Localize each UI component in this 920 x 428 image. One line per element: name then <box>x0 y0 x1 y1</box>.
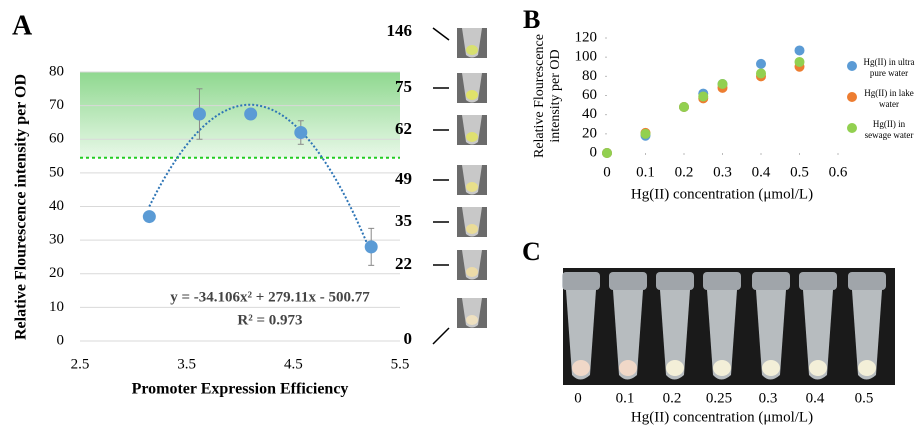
panel-label: C <box>522 237 541 266</box>
trend-r2: R² = 0.973 <box>237 312 302 328</box>
tube-label: 0.25 <box>706 390 732 406</box>
x-tick-label: 3.5 <box>177 356 196 372</box>
tube-pellet <box>858 360 876 376</box>
y-tick-label: 60 <box>582 87 597 103</box>
legend-marker <box>847 123 857 133</box>
legend-label: Hg(II) in ultra pure water <box>860 57 918 79</box>
connector <box>433 328 449 344</box>
connector <box>433 28 449 40</box>
tube-pellet <box>466 90 478 100</box>
tube-pellet <box>466 224 478 234</box>
side-label: 146 <box>387 21 413 40</box>
tube-cap <box>799 272 837 290</box>
y-tick-label: 40 <box>49 198 64 214</box>
y-tick-label: 120 <box>575 29 598 45</box>
y-tick-label: 20 <box>582 125 597 141</box>
point <box>679 102 689 112</box>
y-tick-label: 30 <box>49 232 64 248</box>
point <box>143 210 156 223</box>
tube-pellet <box>466 182 478 192</box>
tube-pellet <box>666 360 684 376</box>
side-label: 75 <box>395 77 412 96</box>
tube-label: 0.5 <box>855 390 874 406</box>
tube-cap <box>609 272 647 290</box>
point <box>641 129 651 139</box>
x-axis-label: Hg(II) concentration (μmol/L) <box>631 409 813 425</box>
trend-equation: y = -34.106x² + 279.11x - 500.77 <box>170 289 370 305</box>
y-tick-label: 80 <box>49 63 64 79</box>
tube-pellet <box>466 45 478 55</box>
point <box>602 148 612 158</box>
x-tick-label: 5.5 <box>391 356 410 372</box>
y-tick-label: 0 <box>57 332 65 348</box>
tube-cap <box>848 272 886 290</box>
x-tick-label: 0.2 <box>675 164 694 180</box>
x-tick-label: 2.5 <box>71 356 90 372</box>
tube-label: 0 <box>574 390 582 406</box>
legend-label: Hg(II) in lake water <box>860 88 918 110</box>
y-tick-label: 100 <box>575 49 598 65</box>
tube-cap <box>752 272 790 290</box>
x-tick-label: 4.5 <box>284 356 303 372</box>
point <box>756 59 766 69</box>
tube-pellet <box>762 360 780 376</box>
y-tick-label: 60 <box>49 131 64 147</box>
tube-label: 0.1 <box>616 390 635 406</box>
y-tick-label: 0 <box>590 144 598 160</box>
figure: A 0 10 20 30 40 50 60 70 80 2.5 3.5 4.5 5.5 y = -34.10… <box>0 0 920 428</box>
point <box>795 45 805 55</box>
legend-marker <box>847 61 857 71</box>
side-label: 49 <box>395 169 412 188</box>
tube-cap <box>562 272 600 290</box>
tube-label: 0.3 <box>759 390 778 406</box>
panel-label: A <box>12 10 33 41</box>
tube-pellet <box>619 360 637 376</box>
tube-cap <box>703 272 741 290</box>
y-axis-label: Relative Flourescence intensity per OD <box>532 16 564 176</box>
y-tick-label: 10 <box>49 299 64 315</box>
tube-pellet <box>466 267 478 277</box>
tube-pellet <box>713 360 731 376</box>
x-axis-label: Hg(II) concentration (μmol/L) <box>631 186 813 202</box>
point <box>718 79 728 89</box>
point <box>193 108 206 121</box>
point <box>795 57 805 67</box>
x-tick-label: 0.1 <box>636 164 655 180</box>
tube-label: 0.4 <box>806 390 825 406</box>
y-tick-label: 70 <box>49 97 64 113</box>
x-tick-label: 0.6 <box>829 164 848 180</box>
y-axis-label: Relative Flourescence intensity per OD <box>13 74 30 340</box>
x-tick-label: 0.5 <box>790 164 809 180</box>
tube-pellet <box>809 360 827 376</box>
tube-pellet <box>572 360 590 376</box>
side-label: 62 <box>395 119 412 138</box>
point <box>294 126 307 139</box>
x-tick-label: 0 <box>603 164 611 180</box>
y-tick-label: 40 <box>582 106 597 122</box>
tube-cap <box>656 272 694 290</box>
legend-marker <box>847 92 857 102</box>
point <box>244 108 257 121</box>
x-axis-label: Promoter Expression Efficiency <box>132 381 349 398</box>
side-label: 0 <box>404 329 413 348</box>
y-tick-label: 20 <box>49 265 64 281</box>
point <box>365 240 378 253</box>
tube-label: 0.2 <box>663 390 682 406</box>
x-tick-label: 0.4 <box>752 164 771 180</box>
x-tick-label: 0.3 <box>713 164 732 180</box>
legend-label: Hg(II) in sewage water <box>860 119 918 141</box>
side-label: 22 <box>395 254 412 273</box>
y-tick-label: 50 <box>49 164 64 180</box>
point <box>756 68 766 78</box>
threshold-band <box>80 72 400 158</box>
side-label: 35 <box>395 211 412 230</box>
tube-pellet <box>466 315 478 325</box>
chart: A 0 10 20 30 40 50 60 70 80 2.5 3.5 4.5 5.5 y = -34.10… <box>0 0 920 428</box>
y-tick-label: 80 <box>582 68 597 84</box>
tube-pellet <box>466 132 478 142</box>
point <box>698 91 708 101</box>
